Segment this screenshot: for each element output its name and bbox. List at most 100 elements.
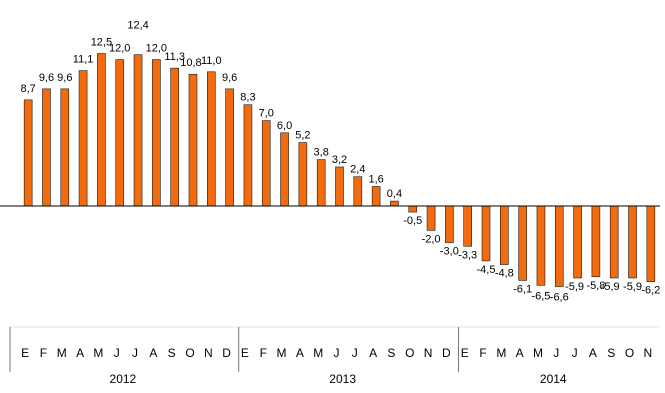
bar-value-label: -5,9 [565, 281, 584, 293]
bar-value-label: -6,2 [641, 285, 660, 297]
bar-value-label: -6,1 [513, 283, 532, 295]
bar [500, 205, 509, 265]
bar-value-label: 0,4 [387, 188, 402, 200]
bar [42, 88, 51, 207]
month-tick-label: N [424, 346, 433, 360]
month-tick-label: S [387, 346, 395, 360]
bar [152, 59, 161, 207]
bar [133, 54, 143, 207]
bar [628, 205, 637, 279]
bars-layer [23, 53, 656, 287]
month-tick-label: M [496, 346, 506, 360]
month-tick-label: A [149, 346, 157, 360]
bar-value-label: 10,8 [180, 57, 201, 69]
bar [390, 200, 399, 207]
month-tick-label: D [442, 346, 451, 360]
month-tick-label: A [296, 346, 304, 360]
month-tick-label: O [185, 346, 194, 360]
month-tick-label: M [93, 346, 103, 360]
month-tick-label: S [607, 346, 615, 360]
bar-value-label: 1,6 [368, 173, 383, 185]
bar-value-label: -5,8 [586, 280, 605, 292]
bar [188, 73, 198, 207]
bar [445, 205, 454, 243]
bar [426, 205, 436, 231]
bar-value-label: -5,9 [623, 281, 642, 293]
bar [554, 205, 564, 287]
month-tick-label: D [222, 346, 231, 360]
bar [23, 99, 33, 207]
bar-value-label: 9,6 [57, 72, 72, 84]
bar [573, 205, 582, 279]
bar-value-label: 11,1 [73, 54, 94, 66]
month-tick-label: A [516, 346, 524, 360]
bar-value-label: 3,8 [314, 147, 329, 159]
bar [463, 205, 473, 247]
month-tick-label: S [168, 346, 176, 360]
bar-value-label: 8,3 [240, 92, 255, 104]
bar [591, 205, 601, 278]
bar-value-label: -5,9 [601, 281, 620, 293]
bar [408, 205, 418, 213]
bar [243, 104, 253, 207]
month-tick-label: J [572, 346, 578, 360]
month-tick-label: F [479, 346, 486, 360]
bar-value-label: 7,0 [259, 108, 274, 120]
bar-value-label: 12,5 [91, 37, 112, 49]
bar-value-label: 8,7 [21, 83, 36, 95]
bar [170, 67, 179, 207]
year-tick-label: 2012 [110, 372, 137, 386]
bar [335, 166, 344, 207]
month-tick-label: O [405, 346, 414, 360]
month-tick-label: M [313, 346, 323, 360]
bar-value-label: 12,4 [127, 20, 148, 32]
month-tick-label: A [589, 346, 597, 360]
bar [481, 205, 491, 262]
bar [353, 176, 363, 207]
bar-value-label: 12,0 [109, 43, 130, 55]
month-tick-label: M [533, 346, 543, 360]
month-tick-label: O [625, 346, 634, 360]
year-tick-label: 2013 [329, 372, 356, 386]
bar-value-label: -3,3 [458, 249, 477, 261]
bar [536, 205, 546, 286]
bar-value-label: 3,2 [332, 154, 347, 166]
month-tick-label: E [461, 346, 469, 360]
bar [78, 70, 88, 207]
bar-value-label: -2,0 [422, 233, 441, 245]
month-tick-label: J [334, 346, 340, 360]
bar [280, 132, 289, 207]
bar-value-label: 11,3 [164, 51, 185, 63]
bar [609, 205, 619, 279]
value-labels-layer: 8,79,6 9,611,112,512,012,412,011,310,8 11,… [21, 20, 661, 304]
month-tick-label: F [260, 346, 267, 360]
bar [298, 142, 308, 207]
bar [60, 88, 70, 207]
month-tick-label: M [277, 346, 287, 360]
bar-value-label: 9,6 [222, 72, 237, 84]
bar-value-label: 12,0 [146, 43, 167, 55]
bar-value-label: 2,4 [350, 164, 365, 176]
bar-value-label: -6,5 [531, 290, 550, 302]
bar [316, 159, 326, 207]
month-tick-label: E [241, 346, 249, 360]
bar-value-label: -0,5 [403, 215, 422, 227]
bar-value-label: 6,0 [277, 120, 292, 132]
month-tick-label: J [132, 346, 138, 360]
month-tick-label: J [352, 346, 358, 360]
bar [371, 186, 381, 207]
month-tick-label: A [76, 346, 84, 360]
month-tick-label: A [369, 346, 377, 360]
bar-value-label: 11,0 [201, 55, 222, 67]
bar-value-label: 5,2 [295, 130, 310, 142]
bar [115, 59, 125, 207]
month-tick-label: N [644, 346, 653, 360]
month-tick-label: J [114, 346, 120, 360]
bar [261, 120, 271, 207]
bar [646, 205, 656, 282]
bar-value-label: 9,6 [39, 72, 54, 84]
month-tick-label: E [21, 346, 29, 360]
